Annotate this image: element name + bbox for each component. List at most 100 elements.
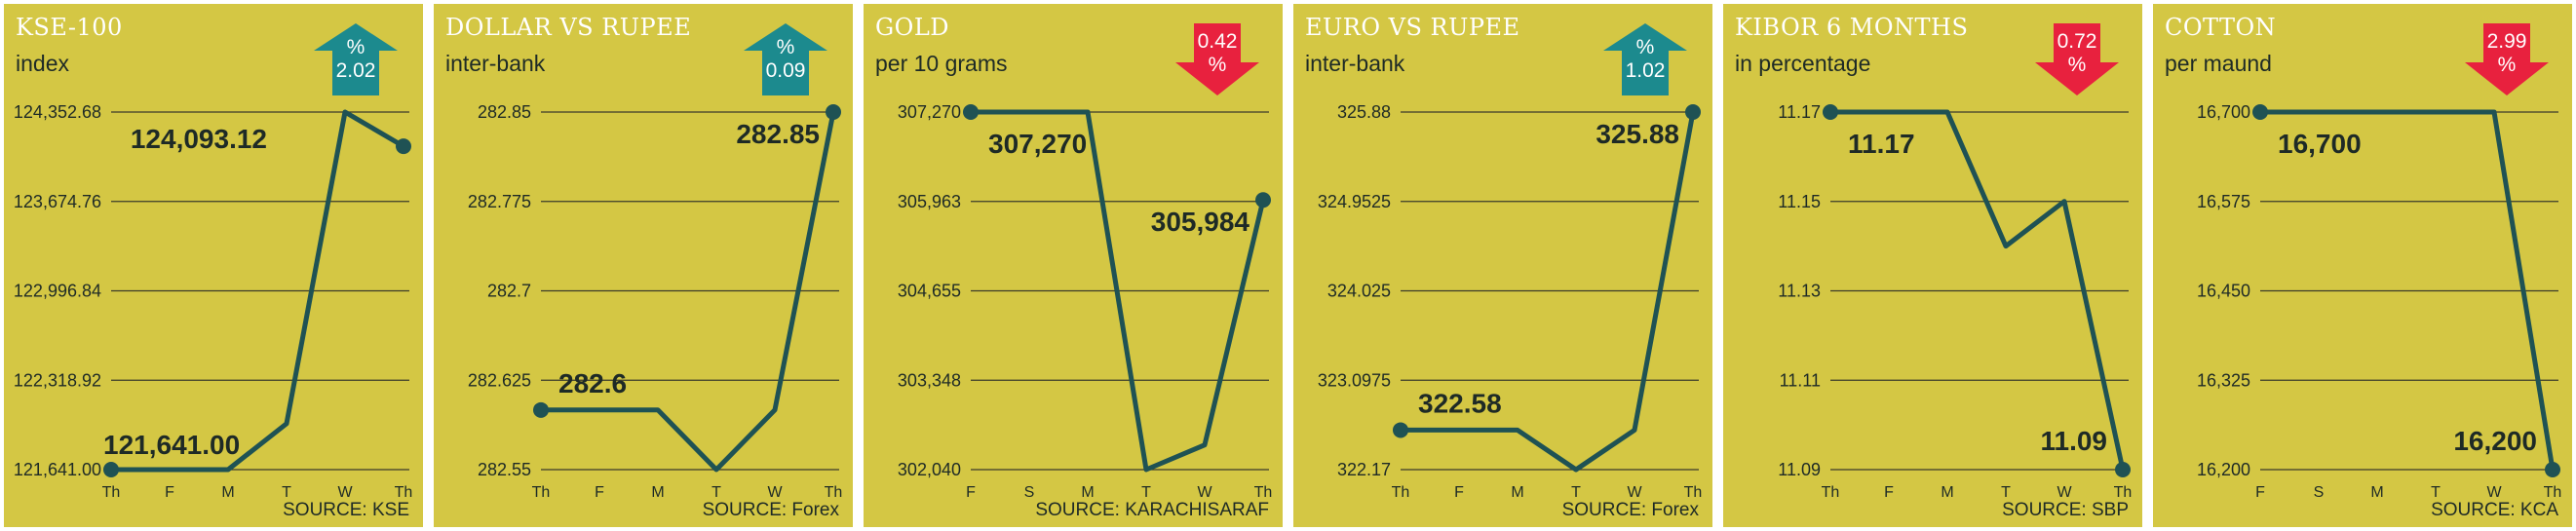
y-tick-label: 282.55 [478,460,531,479]
y-tick-label: 324.9525 [1318,192,1391,211]
y-tick-label: 11.11 [1780,370,1821,390]
value-label: 16,700 [2278,129,2362,159]
series-line [1398,109,1696,473]
change-percent-symbol: % [346,36,365,58]
change-up-arrow-icon: % 0.09 [744,23,827,95]
chart-subtitle: inter-bank [1305,51,1405,76]
end-point-marker [826,104,841,120]
x-tick-label: T [1141,484,1151,501]
value-label: 16,200 [2453,426,2537,456]
x-tick-label: M [1081,484,1094,501]
end-point-marker [1255,192,1271,209]
end-point-marker [2115,462,2131,477]
x-tick-label: Th [395,484,413,501]
change-value: 2.99 [2486,30,2527,53]
chart-title: KSE-100 [16,14,123,41]
x-tick-label: W [337,484,353,501]
x-tick-label: T [1571,484,1581,501]
change-percent-symbol: % [2067,54,2087,76]
arrow-down-icon [1175,23,1259,95]
chart-panel: KIBOR 6 MONTHS in percentage SOURCE: SBP 11… [1723,4,2142,527]
end-point-marker [2252,104,2268,120]
line-chart: 307,270 305,963 304,655 303,348 302,040 F S M T W… [898,102,1272,501]
y-tick-label: 11.09 [1778,460,1821,479]
y-tick-label: 122,996.84 [14,282,101,301]
change-up-arrow-icon: % 2.02 [314,23,398,95]
end-point-marker [2545,462,2560,477]
y-tick-label: 16,325 [2197,370,2250,390]
line-chart: 16,700 16,575 16,450 16,325 16,200 F S M T W Th 16,… [2197,102,2562,501]
value-label: 307,270 [988,129,1087,159]
x-tick-label: W [767,484,783,501]
change-down-arrow-icon: % 0.42 [1175,23,1259,95]
y-tick-label: 282.775 [468,192,531,211]
change-percent-symbol: % [2497,54,2517,76]
change-percent-symbol: % [1635,36,1655,58]
change-percent-symbol: % [776,36,795,58]
value-label: 11.09 [2040,426,2107,456]
chart-panel: KSE-100 index SOURCE: KSE 124,352.68 123,674… [4,4,423,527]
x-tick-label: Th [825,484,843,501]
x-tick-label: M [221,484,234,501]
y-tick-label: 307,270 [898,102,961,122]
line-chart: 124,352.68 123,674.76 122,996.84 122,318.92… [14,102,413,501]
x-tick-label: M [1511,484,1523,501]
chart-title: KIBOR 6 MONTHS [1735,14,1969,41]
arrow-up-icon [314,23,398,95]
x-tick-label: F [2255,484,2265,501]
x-tick-label: Th [2544,484,2562,501]
x-tick-label: W [1627,484,1642,501]
chart-subtitle: per 10 grams [875,51,1008,76]
x-tick-label: F [966,484,976,501]
value-label: 121,641.00 [103,430,240,460]
x-tick-label: T [2001,484,2011,501]
chart-title: COTTON [2165,14,2277,41]
chart-source: SOURCE: KCA [2431,500,2558,520]
arrow-up-icon [744,23,827,95]
chart-panel: EURO VS RUPEE inter-bank SOURCE: Forex 325.… [1293,4,1712,527]
y-tick-label: 16,700 [2197,102,2250,122]
change-value: 2.02 [335,59,376,82]
y-tick-label: 302,040 [898,460,961,479]
chart-panel: COTTON per maund SOURCE: KCA 16,700 16,575 16… [2153,4,2572,527]
chart-subtitle: inter-bank [445,51,546,76]
y-tick-label: 11.13 [1778,282,1821,301]
series-line [968,109,1266,473]
y-tick-label: 323.0975 [1318,370,1391,390]
x-tick-label: T [711,484,721,501]
y-tick-label: 282.85 [478,102,531,122]
series-line [1827,109,2126,473]
y-tick-label: 124,352.68 [14,102,101,122]
x-tick-label: Th [102,484,121,501]
x-tick-label: M [1941,484,1953,501]
x-tick-label: T [2431,484,2441,501]
change-value: 0.42 [1197,30,1238,53]
x-tick-label: Th [2114,484,2133,501]
value-label: 11.17 [1848,129,1915,159]
y-tick-label: 282.7 [487,282,531,301]
y-tick-label: 304,655 [898,282,961,301]
y-tick-label: 121,641.00 [14,460,101,479]
value-label: 305,984 [1151,207,1250,237]
y-tick-label: 282.625 [468,370,531,390]
value-label: 322.58 [1418,388,1502,418]
x-tick-label: F [1454,484,1464,501]
chart-title: DOLLAR VS RUPEE [445,14,692,41]
x-tick-label: W [2486,484,2502,501]
end-point-marker [1823,104,1838,120]
x-tick-label: S [1024,484,1035,501]
arrow-down-icon [2465,23,2549,95]
arrow-up-icon [1603,23,1687,95]
y-tick-label: 122,318.92 [14,370,101,390]
y-tick-label: 16,450 [2197,282,2250,301]
y-tick-label: 322.17 [1337,460,1391,479]
chart-source: SOURCE: Forex [1561,500,1699,520]
chart-source: SOURCE: KSE [283,500,409,520]
change-value: 0.09 [765,59,806,82]
chart-title: EURO VS RUPEE [1305,14,1520,41]
chart-title: GOLD [875,14,950,41]
x-tick-label: W [2057,484,2072,501]
